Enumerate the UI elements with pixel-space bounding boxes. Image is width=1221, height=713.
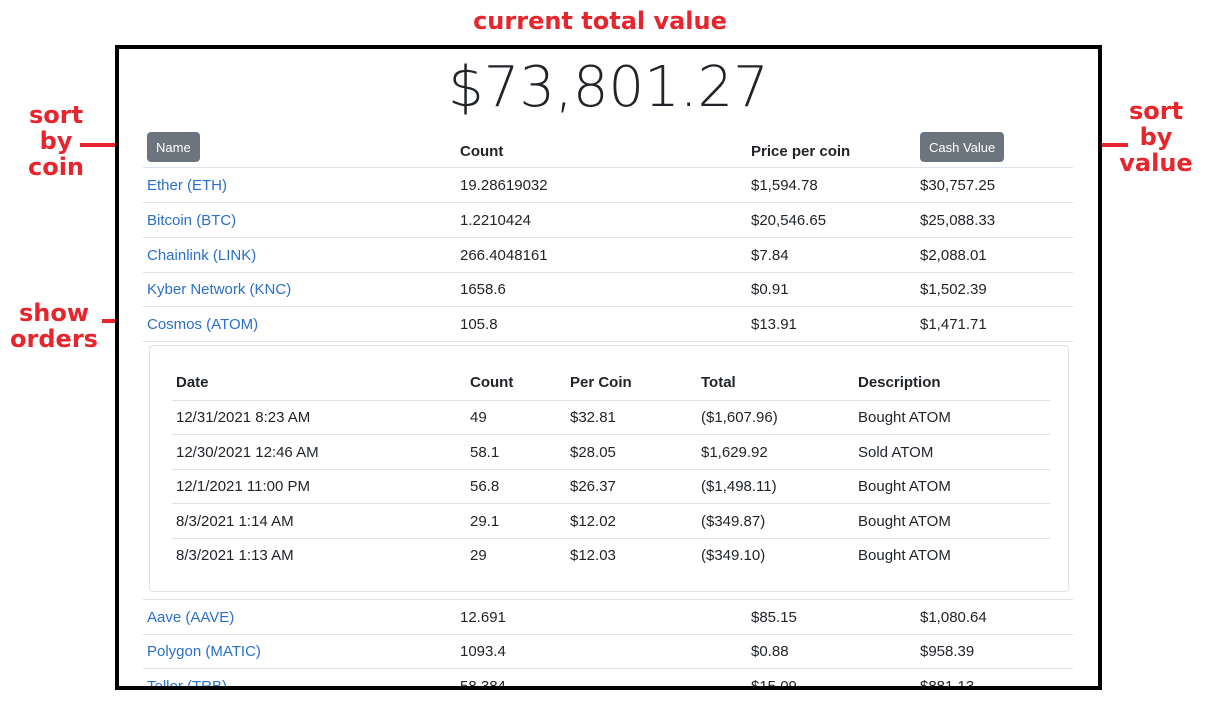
orders-header-per-coin: Per Coin [570, 373, 632, 391]
coin-count: 58.384 [460, 677, 506, 690]
column-header-price-per-coin: Price per coin [751, 142, 851, 160]
annotation-line: by [1139, 123, 1173, 151]
coin-link[interactable]: Aave (AAVE) [147, 608, 235, 626]
coin-value: $1,080.64 [920, 608, 987, 626]
coin-row: Chainlink (LINK) 266.4048161 $7.84 $2,08… [143, 238, 1073, 273]
coin-value: $1,502.39 [920, 280, 987, 298]
sort-by-cash-value-button[interactable]: Cash Value [920, 132, 1005, 162]
coin-price: $85.15 [751, 608, 797, 626]
order-description: Bought ATOM [858, 512, 951, 530]
order-description: Sold ATOM [858, 443, 934, 461]
order-description: Bought ATOM [858, 408, 951, 426]
annotation-line: sort [28, 101, 84, 129]
order-per-coin: $12.02 [570, 512, 616, 530]
portfolio-table-header: Name Count Price per coin Cash Value [143, 127, 1073, 168]
order-count: 49 [470, 408, 487, 426]
order-description: Bought ATOM [858, 477, 951, 495]
annotation-current-total-value: current total value [473, 7, 727, 35]
coin-link[interactable]: Kyber Network (KNC) [147, 280, 292, 298]
coin-count: 1.2210424 [460, 211, 531, 229]
annotation-sort-by-value: sort by value [1114, 98, 1198, 176]
annotation-line: orders [10, 325, 98, 353]
order-row: 8/3/2021 1:13 AM 29 $12.03 ($349.10) Bou… [172, 538, 1050, 572]
coin-row: Polygon (MATIC) 1093.4 $0.88 $958.39 [143, 634, 1073, 669]
orders-table-header: Date Count Per Coin Total Description [172, 364, 1050, 401]
coin-link[interactable]: Tellor (TRB) [147, 677, 228, 690]
annotation-line: value [1119, 149, 1193, 177]
coin-link[interactable]: Polygon (MATIC) [147, 642, 261, 660]
order-date: 12/31/2021 8:23 AM [176, 408, 311, 426]
coin-value: $30,757.25 [920, 176, 996, 194]
order-date: 8/3/2021 1:13 AM [176, 546, 294, 564]
coin-row: Kyber Network (KNC) 1658.6 $0.91 $1,502.… [143, 272, 1073, 307]
order-total: ($349.87) [701, 512, 766, 530]
coin-link[interactable]: Ether (ETH) [147, 176, 228, 194]
coin-value: $881.13 [920, 677, 975, 690]
orders-header-total: Total [701, 373, 736, 391]
order-count: 29 [470, 546, 487, 564]
order-total: $1,629.92 [701, 443, 768, 461]
coin-price: $7.84 [751, 246, 789, 264]
coin-row: Cosmos (ATOM) 105.8 $13.91 $1,471.71 [143, 307, 1073, 342]
coin-price: $13.91 [751, 315, 797, 333]
orders-header-count: Count [470, 373, 514, 391]
order-per-coin: $12.03 [570, 546, 616, 564]
coin-row: Ether (ETH) 19.28619032 $1,594.78 $30,75… [143, 168, 1073, 203]
orders-header-date: Date [176, 373, 209, 391]
annotation-line: sort [1128, 97, 1184, 125]
coin-count: 19.28619032 [460, 176, 548, 194]
annotation-line: show [18, 299, 90, 327]
coin-count: 12.691 [460, 608, 506, 626]
coin-price: $20,546.65 [751, 211, 827, 229]
order-per-coin: $32.81 [570, 408, 616, 426]
order-row: 12/31/2021 8:23 AM 49 $32.81 ($1,607.96)… [172, 400, 1050, 435]
total-value: $73,801.27 [448, 55, 769, 120]
order-total: ($1,498.11) [701, 477, 777, 495]
order-description: Bought ATOM [858, 546, 951, 564]
order-row: 12/30/2021 12:46 AM 58.1 $28.05 $1,629.9… [172, 435, 1050, 470]
coin-count: 266.4048161 [460, 246, 548, 264]
order-row: 8/3/2021 1:14 AM 29.1 $12.02 ($349.87) B… [172, 504, 1050, 539]
sort-by-name-button[interactable]: Name [147, 132, 200, 162]
order-per-coin: $28.05 [570, 443, 616, 461]
coin-count: 1093.4 [460, 642, 506, 660]
coin-link[interactable]: Bitcoin (BTC) [147, 211, 237, 229]
coin-price: $15.09 [751, 677, 797, 690]
order-date: 12/30/2021 12:46 AM [176, 443, 319, 461]
order-count: 56.8 [470, 477, 500, 495]
coin-row: Tellor (TRB) 58.384 $15.09 $881.13 [143, 669, 1073, 690]
order-total: ($1,607.96) [701, 408, 778, 426]
coin-value: $2,088.01 [920, 246, 987, 264]
coin-count: 105.8 [460, 315, 498, 333]
annotation-arrow-coin [80, 143, 142, 147]
annotation-line: by [39, 127, 73, 155]
orders-header-description: Description [858, 373, 941, 391]
order-row: 12/1/2021 11:00 PM 56.8 $26.37 ($1,498.1… [172, 469, 1050, 504]
coin-row: Aave (AAVE) 12.691 $85.15 $1,080.64 [143, 599, 1073, 635]
order-date: 8/3/2021 1:14 AM [176, 512, 294, 530]
order-count: 29.1 [470, 512, 500, 530]
order-per-coin: $26.37 [570, 477, 616, 495]
coin-price: $0.88 [751, 642, 789, 660]
coin-row: Bitcoin (BTC) 1.2210424 $20,546.65 $25,0… [143, 203, 1073, 238]
coin-value: $1,471.71 [920, 315, 987, 333]
coin-link[interactable]: Chainlink (LINK) [147, 246, 257, 264]
coin-price: $1,594.78 [751, 176, 818, 194]
order-count: 58.1 [470, 443, 500, 461]
coin-price: $0.91 [751, 280, 789, 298]
order-total: ($349.10) [701, 546, 766, 564]
annotation-line: coin [27, 153, 85, 181]
coin-count: 1658.6 [460, 280, 506, 298]
orders-panel: Date Count Per Coin Total Description 12… [149, 345, 1069, 592]
coin-link[interactable]: Cosmos (ATOM) [147, 315, 259, 333]
order-date: 12/1/2021 11:00 PM [176, 477, 310, 495]
coin-value: $958.39 [920, 642, 975, 660]
annotation-sort-by-coin: sort by coin [20, 102, 92, 180]
column-header-count: Count [460, 142, 504, 160]
annotation-show-orders: show orders [4, 300, 104, 352]
coin-value: $25,088.33 [920, 211, 996, 229]
portfolio-frame: $73,801.27 Name Count Price per coin Cas… [115, 45, 1102, 690]
